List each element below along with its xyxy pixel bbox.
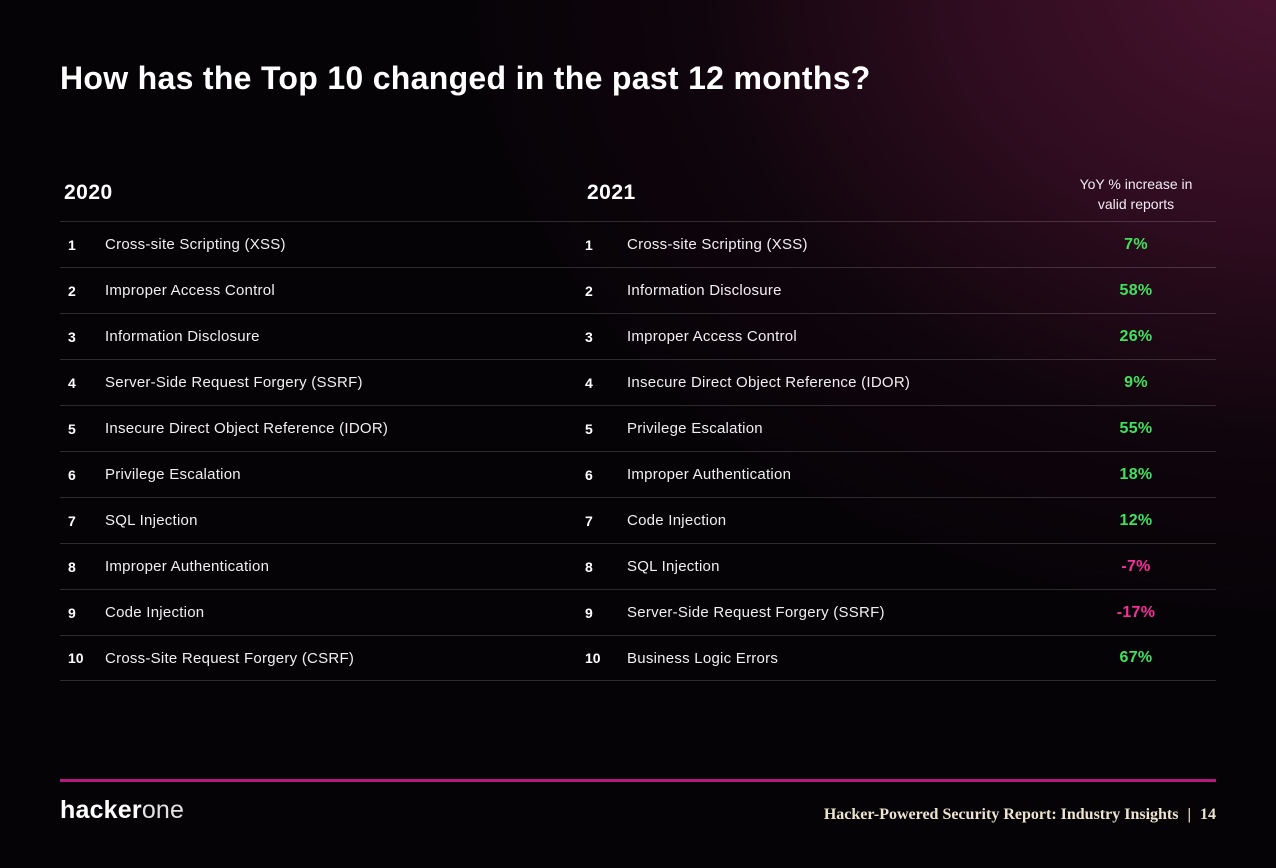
rank-2021: 7 — [585, 512, 593, 529]
rank-2021: 4 — [585, 374, 593, 391]
rank-2021: 2 — [585, 282, 593, 299]
rank-2020: 1 — [68, 236, 76, 253]
rank-2020: 4 — [68, 374, 76, 391]
table-header-row: 2020 2021 YoY % increase in valid report… — [60, 170, 1216, 221]
report-title: Hacker-Powered Security Report: Industry… — [823, 806, 1179, 823]
vulnerability-2020: Cross-site Scripting (XSS) — [105, 236, 286, 253]
rank-2021: 1 — [585, 236, 593, 253]
rank-2020: 9 — [68, 604, 76, 621]
footer-accent-line — [60, 779, 1216, 782]
vulnerability-2021: Improper Authentication — [627, 466, 792, 483]
rank-2021: 9 — [585, 604, 593, 621]
rank-2021: 5 — [585, 420, 593, 437]
vulnerability-2021: SQL Injection — [627, 558, 720, 575]
vulnerability-2021: Privilege Escalation — [627, 420, 763, 437]
vulnerability-2021: Code Injection — [627, 512, 727, 529]
yoy-value: 58% — [1119, 281, 1153, 299]
rank-2021: 6 — [585, 466, 593, 483]
yoy-value: 7% — [1124, 235, 1148, 253]
rank-2020: 2 — [68, 282, 76, 299]
table-row: 2 Improper Access Control 2 Information … — [60, 267, 1216, 313]
table-row: 6 Privilege Escalation 6 Improper Authen… — [60, 451, 1216, 497]
rank-2020: 10 — [68, 650, 84, 666]
vulnerability-2021: Insecure Direct Object Reference (IDOR) — [627, 374, 911, 391]
table-row: 10 Cross-Site Request Forgery (CSRF) 10 … — [60, 635, 1216, 681]
vulnerability-2020: SQL Injection — [105, 512, 198, 529]
yoy-value: 9% — [1124, 373, 1148, 391]
vulnerability-2021: Server-Side Request Forgery (SSRF) — [627, 604, 885, 621]
page-number: 14 — [1200, 806, 1216, 823]
vulnerability-2021: Business Logic Errors — [627, 649, 779, 667]
yoy-value: -7% — [1121, 557, 1151, 575]
vulnerability-2020: Insecure Direct Object Reference (IDOR) — [105, 420, 389, 437]
top10-comparison-table: 2020 2021 YoY % increase in valid report… — [60, 170, 1216, 681]
yoy-value: 26% — [1119, 327, 1153, 345]
table-row: 7 SQL Injection 7 Code Injection 12% — [60, 497, 1216, 543]
rank-2021: 8 — [585, 558, 593, 575]
footer-separator: | — [1187, 806, 1191, 823]
yoy-value: -17% — [1116, 603, 1156, 621]
vulnerability-2020: Improper Authentication — [105, 558, 270, 575]
vulnerability-2020: Privilege Escalation — [105, 466, 241, 483]
table-row: 4 Server-Side Request Forgery (SSRF) 4 I… — [60, 359, 1216, 405]
hackerone-logo: hackerone — [60, 796, 184, 825]
table-row: 9 Code Injection 9 Server-Side Request F… — [60, 589, 1216, 635]
column-header-2021: 2021 — [587, 181, 636, 204]
column-header-2020: 2020 — [64, 181, 113, 204]
yoy-value: 12% — [1119, 511, 1153, 529]
table-row: 3 Information Disclosure 3 Improper Acce… — [60, 313, 1216, 359]
yoy-value: 18% — [1119, 465, 1153, 483]
yoy-header-line1: YoY % increase in — [1079, 176, 1193, 192]
vulnerability-2020: Code Injection — [105, 604, 205, 621]
vulnerability-2021: Cross-site Scripting (XSS) — [627, 236, 808, 253]
rank-2021: 3 — [585, 328, 593, 345]
yoy-value: 55% — [1119, 419, 1153, 437]
yoy-value: 67% — [1119, 649, 1153, 666]
vulnerability-2021: Improper Access Control — [627, 328, 797, 345]
vulnerability-2020: Improper Access Control — [105, 282, 275, 299]
rank-2020: 3 — [68, 328, 76, 345]
table-row: 8 Improper Authentication 8 SQL Injectio… — [60, 543, 1216, 589]
rank-2020: 7 — [68, 512, 76, 529]
table-row: 1 Cross-site Scripting (XSS) 1 Cross-sit… — [60, 221, 1216, 267]
vulnerability-2020: Cross-Site Request Forgery (CSRF) — [105, 649, 355, 667]
vulnerability-2021: Information Disclosure — [627, 282, 782, 299]
vulnerability-2020: Server-Side Request Forgery (SSRF) — [105, 374, 363, 391]
rank-2020: 6 — [68, 466, 76, 483]
column-header-yoy: YoY % increase in valid reports — [1056, 174, 1216, 221]
footer-report-info: Hacker-Powered Security Report: Industry… — [824, 806, 1216, 824]
logo-text-bold: hacker — [60, 796, 142, 824]
yoy-header-line2: valid reports — [1097, 196, 1175, 212]
logo-text-light: one — [141, 796, 185, 824]
rank-2021: 10 — [585, 650, 601, 666]
rank-2020: 5 — [68, 420, 76, 437]
page-title: How has the Top 10 changed in the past 1… — [60, 60, 871, 96]
vulnerability-2020: Information Disclosure — [105, 328, 260, 345]
rank-2020: 8 — [68, 558, 76, 575]
table-row: 5 Insecure Direct Object Reference (IDOR… — [60, 405, 1216, 451]
